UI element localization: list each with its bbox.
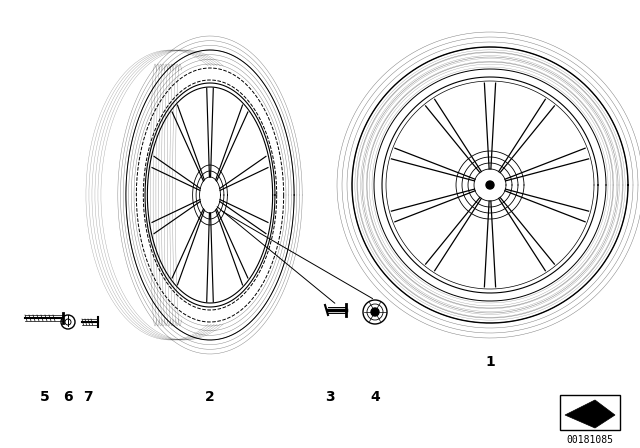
- Circle shape: [486, 181, 494, 189]
- Text: 1: 1: [485, 355, 495, 369]
- Text: 2: 2: [205, 390, 215, 404]
- Text: 7: 7: [83, 390, 93, 404]
- Text: 3: 3: [325, 390, 335, 404]
- Text: 00181085: 00181085: [566, 435, 614, 445]
- Circle shape: [371, 308, 379, 316]
- Text: 5: 5: [40, 390, 50, 404]
- Text: 4: 4: [370, 390, 380, 404]
- Text: 6: 6: [63, 390, 73, 404]
- Bar: [560, 395, 620, 430]
- Polygon shape: [565, 400, 615, 428]
